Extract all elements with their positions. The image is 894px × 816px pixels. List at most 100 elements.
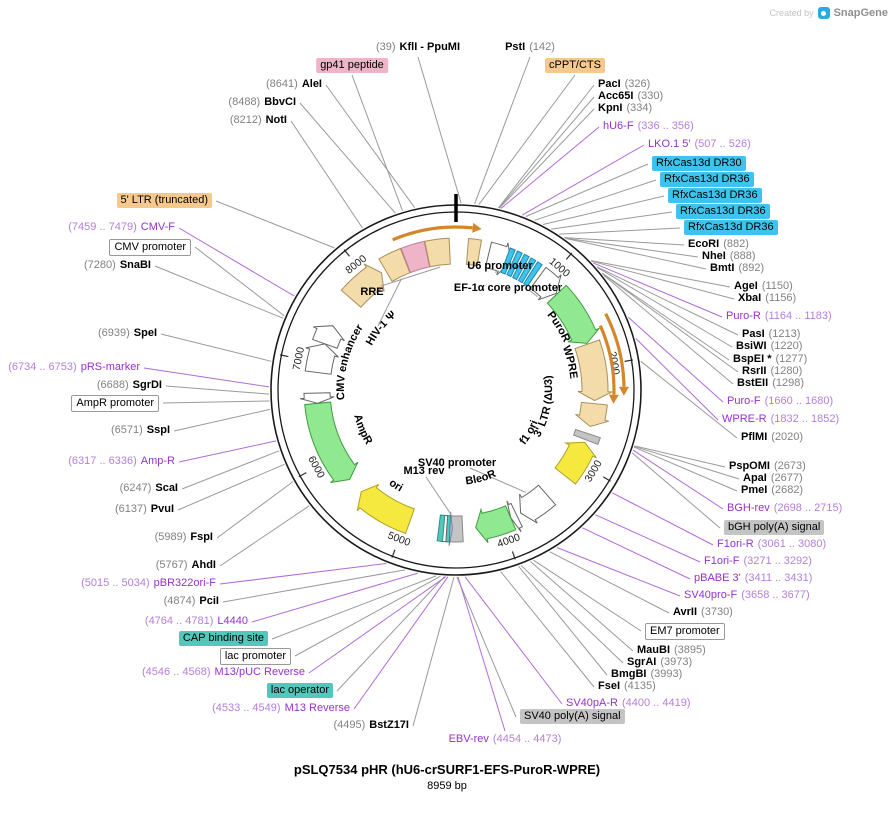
- enzyme-position: (39): [375, 41, 396, 53]
- enzyme-label-bspei: BspEI * (1277): [733, 352, 807, 367]
- feature-rfxcas13d-dr36: [523, 261, 543, 287]
- primer-name: hU6-F: [603, 120, 634, 132]
- transcript-arrowhead-1: [472, 222, 482, 233]
- feature-bleor: [475, 505, 517, 544]
- leader-line-pasi: [596, 266, 739, 336]
- transcript-arrow-2: [604, 312, 626, 387]
- leader-line-f1ori-r: [611, 492, 714, 546]
- enzyme-name: SpeI: [133, 327, 157, 339]
- leader-line-sgrai: [520, 564, 624, 664]
- enzyme-label-xbai: XbaI (1156): [738, 291, 796, 306]
- feature-ef-1-core-promoter: [529, 266, 562, 301]
- leader-line-l4440: [251, 572, 419, 623]
- enzyme-label-kfli-ppumi: (39) KflI - PpuMI: [376, 40, 460, 55]
- transcript-arrowhead-2: [619, 386, 629, 396]
- enzyme-name: PacI: [598, 78, 621, 90]
- enzyme-position: (2677): [770, 472, 803, 484]
- primer-position: (4454 .. 4473): [492, 733, 562, 745]
- enzyme-position: (8488): [228, 96, 261, 108]
- tick-3000: [602, 476, 611, 482]
- enzyme-label-pflmi: PflMI (2020): [741, 430, 803, 445]
- primer-name: pRS-marker: [80, 361, 140, 373]
- feature-label-cap-binding-site: CAP binding site: [178, 631, 268, 646]
- enzyme-name: XbaI: [738, 292, 762, 304]
- primer-position: (1660 .. 1680): [764, 395, 834, 407]
- enzyme-position: (1298): [772, 377, 804, 389]
- feature-label-cmv-promoter: CMV promoter: [109, 239, 191, 256]
- leader-line-xbai: [591, 260, 735, 300]
- enzyme-label-pasi: PasI (1213): [742, 327, 800, 342]
- tick-5000: [391, 549, 396, 558]
- feature-label-5-ltr-truncated: 5' LTR (truncated): [116, 193, 212, 208]
- primer-position: (1832 .. 1852): [770, 413, 840, 425]
- feature-f1-ori: [554, 441, 597, 485]
- leader-line-spei: [160, 333, 272, 362]
- leader-line-rfxcas13d-dr36: [551, 211, 673, 230]
- feature-label-lac-operator: lac operator: [266, 683, 333, 698]
- enzyme-name: ApaI: [743, 472, 767, 484]
- enzyme-name: KpnI: [598, 102, 623, 114]
- enzyme-name: FspI: [190, 531, 213, 543]
- feature-cppt-cts: [465, 237, 483, 267]
- enzyme-label-sspi: (6571) SspI: [111, 423, 170, 438]
- leader-line-acc65i: [498, 96, 595, 209]
- enzyme-position: (4874): [163, 595, 196, 607]
- tick-1000: [565, 252, 573, 260]
- leader-line-bsiwi: [596, 266, 733, 348]
- leader-line-bsteii: [603, 274, 734, 385]
- primer-name: F1ori-R: [717, 538, 754, 550]
- primer-position: (507 .. 526): [694, 138, 751, 150]
- enzyme-label-sgrai: SgrAI (3973): [627, 655, 692, 670]
- primer-label-ebv-rev: EBV-rev (4454 .. 4473): [449, 732, 562, 747]
- primer-position: (4400 .. 4419): [621, 697, 691, 709]
- leader-line-fsei: [500, 571, 595, 688]
- feature-label-cppt-cts: cPPT/CTS: [545, 58, 605, 73]
- primer-name: F1ori-F: [704, 555, 740, 567]
- leader-line-sv40pro-f: [556, 547, 681, 597]
- enzyme-label-psti: PstI (142): [505, 40, 555, 55]
- enzyme-label-paci: PacI (326): [598, 77, 650, 92]
- feature-label-sv40-promoter: SV40 promoter: [418, 457, 497, 469]
- leader-line-cmv-promoter: [194, 246, 285, 317]
- feature-label-line-sv40-promoter: [469, 467, 527, 493]
- leader-line-bstz17i: [412, 576, 455, 727]
- enzyme-name: PflMI: [741, 431, 768, 443]
- feature-hiv-1: [378, 247, 411, 283]
- created-by-snapgene: Created by SnapGene: [770, 7, 888, 19]
- feature-wpre: [574, 339, 613, 402]
- enzyme-name: MauBI: [637, 644, 670, 656]
- feature-rfxcas13d-dr36: [512, 253, 530, 281]
- enzyme-label-snabi: (7280) SnaBI: [84, 258, 151, 273]
- leader-line-5-ltr-truncated: [215, 200, 335, 249]
- enzyme-name: BmgBI: [611, 668, 647, 680]
- enzyme-label-pspomi: PspOMI (2673): [729, 459, 806, 474]
- leader-line-rfxcas13d-dr36: [534, 179, 657, 221]
- enzyme-name: FseI: [598, 680, 621, 692]
- leader-line-alei: [325, 84, 416, 208]
- leader-line-cmv-f: [178, 227, 295, 297]
- enzyme-label-ahdi: (5767) AhdI: [156, 558, 216, 573]
- primer-name: Amp-R: [140, 455, 175, 467]
- feature-label-ori: ori: [387, 477, 405, 494]
- enzyme-label-avrii: AvrII (3730): [673, 605, 733, 620]
- leader-line-pcii: [222, 569, 405, 603]
- leader-line-avrii: [549, 551, 670, 614]
- leader-line-paci: [498, 84, 595, 209]
- enzyme-name: PciI: [199, 595, 219, 607]
- primer-position: (1164 .. 1183): [764, 310, 832, 322]
- feature-label-cmv-enhancer: CMV enhancer: [335, 322, 366, 401]
- feature-rfxcas13d-dr36: [506, 250, 523, 278]
- backbone-inner-circle: [277, 211, 635, 569]
- feature-label-u6-promoter: U6 promoter: [467, 260, 533, 272]
- tick-2000: [624, 359, 634, 362]
- enzyme-label-bsteii: BstEII (1298): [737, 376, 804, 391]
- feature-label-hiv-1: HIV-1 Ψ: [364, 309, 399, 348]
- leader-line-em7-promoter: [533, 559, 642, 632]
- transcript-arrow-3: [598, 325, 616, 395]
- primer-name: BGH-rev: [727, 502, 770, 514]
- leader-line-kfli-ppumi: [417, 56, 462, 204]
- leader-line-puro-f: [627, 316, 724, 403]
- leader-line-ecori: [564, 237, 685, 246]
- primer-name: M13 Reverse: [284, 702, 350, 714]
- enzyme-position: (7280): [84, 259, 116, 271]
